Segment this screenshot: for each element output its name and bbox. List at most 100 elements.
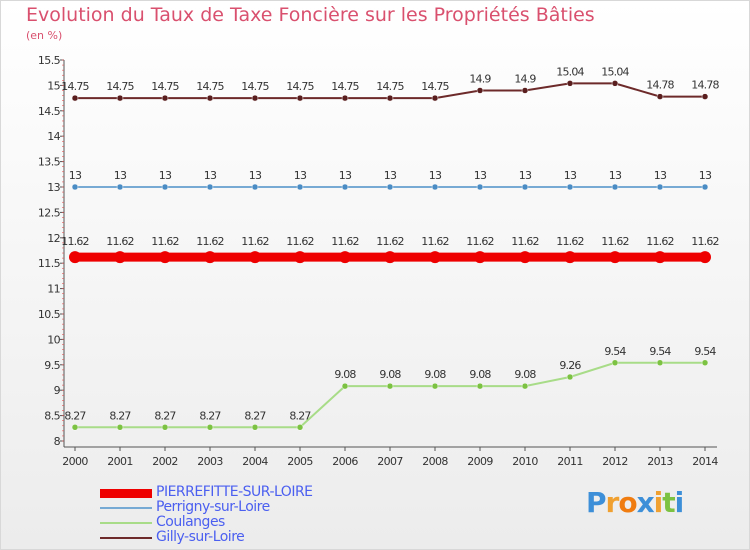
data-point-gilly-sur-loire: [251, 94, 259, 102]
data-label-pierrefitte-sur-loire: 11.62: [196, 235, 224, 248]
data-point-gilly-sur-loire: [656, 93, 664, 100]
data-label-perrigny-sur-loire: 13: [564, 169, 577, 182]
data-label-pierrefitte-sur-loire: 11.62: [241, 235, 269, 248]
data-label-gilly-sur-loire: 14.75: [421, 80, 449, 93]
logo-letter: o: [618, 486, 637, 519]
data-point-perrigny-sur-loire: [71, 183, 79, 191]
y-tick-label: 13.5: [38, 156, 61, 169]
data-label-coulanges: 9.26: [559, 359, 581, 372]
data-label-perrigny-sur-loire: 13: [429, 169, 442, 182]
x-tick-label: 2013: [647, 455, 673, 468]
data-label-perrigny-sur-loire: 13: [159, 169, 172, 182]
data-label-perrigny-sur-loire: 13: [609, 169, 622, 182]
data-point-perrigny-sur-loire: [656, 183, 664, 191]
data-point-perrigny-sur-loire: [341, 183, 349, 191]
chart-series: [69, 80, 711, 431]
data-point-coulanges: [476, 382, 484, 390]
logo-letter: r: [605, 486, 620, 519]
data-label-pierrefitte-sur-loire: 11.62: [421, 235, 449, 248]
y-tick-label: 10.5: [38, 308, 61, 321]
x-tick-label: 2006: [332, 455, 358, 468]
y-tick-label: 15: [47, 79, 60, 92]
x-tick-label: 2011: [557, 455, 583, 468]
chart-axes: 8 8.5 9 9.5 10 10.5 11 11.5 12 12.5 13 13.5 14 14.5 15…: [38, 54, 719, 468]
data-point-pierrefitte-sur-loire: [114, 251, 126, 264]
chart-title: Evolution du Taux de Taxe Foncière sur l…: [26, 4, 595, 26]
x-tick-label: 2000: [62, 455, 88, 468]
y-tick-label: 8: [54, 435, 61, 448]
data-label-pierrefitte-sur-loire: 11.62: [151, 235, 179, 248]
legend-swatch: [100, 507, 152, 509]
data-point-coulanges: [386, 382, 394, 390]
data-point-gilly-sur-loire: [206, 94, 214, 102]
y-tick-label: 11: [47, 283, 60, 296]
data-label-pierrefitte-sur-loire: 11.62: [376, 235, 404, 248]
data-label-perrigny-sur-loire: 13: [384, 169, 397, 182]
data-label-pierrefitte-sur-loire: 11.62: [646, 235, 674, 248]
data-label-perrigny-sur-loire: 13: [474, 169, 487, 182]
y-tick-label: 9: [54, 384, 61, 397]
legend-swatch: [100, 489, 152, 498]
data-point-coulanges: [116, 424, 124, 431]
data-point-coulanges: [161, 424, 169, 431]
data-point-coulanges: [251, 424, 259, 431]
data-label-gilly-sur-loire: 14.75: [106, 80, 134, 93]
data-label-coulanges: 9.08: [379, 368, 401, 381]
x-tick-label: 2009: [467, 455, 493, 468]
x-tick-label: 2004: [242, 455, 268, 468]
data-label-gilly-sur-loire: 14.78: [646, 79, 674, 92]
data-point-gilly-sur-loire: [296, 94, 304, 102]
data-label-gilly-sur-loire: 14.75: [61, 80, 89, 93]
data-point-coulanges: [341, 382, 349, 390]
data-point-gilly-sur-loire: [341, 94, 349, 102]
data-point-coulanges: [296, 424, 304, 431]
x-tick-label: 2010: [512, 455, 538, 468]
data-point-perrigny-sur-loire: [296, 183, 304, 191]
data-point-pierrefitte-sur-loire: [294, 251, 306, 264]
logo-letter: i: [653, 486, 664, 519]
data-label-gilly-sur-loire: 14.78: [691, 79, 719, 92]
y-tick-label: 12: [47, 232, 60, 245]
data-point-pierrefitte-sur-loire: [519, 251, 531, 264]
data-point-coulanges: [431, 382, 439, 390]
legend-swatch: [100, 537, 152, 539]
y-tick-label: 14: [47, 130, 60, 143]
data-label-gilly-sur-loire: 14.75: [286, 80, 314, 93]
data-label-coulanges: 9.08: [334, 368, 356, 381]
data-label-coulanges: 8.27: [64, 409, 86, 422]
y-tick-label: 14.5: [38, 105, 61, 118]
data-point-gilly-sur-loire: [116, 94, 124, 102]
data-label-pierrefitte-sur-loire: 11.62: [331, 235, 359, 248]
data-label-pierrefitte-sur-loire: 11.62: [691, 235, 719, 248]
x-tick-label: 2002: [152, 455, 178, 468]
data-label-perrigny-sur-loire: 13: [339, 169, 352, 182]
data-point-gilly-sur-loire: [521, 87, 529, 94]
data-point-pierrefitte-sur-loire: [429, 251, 441, 264]
data-label-gilly-sur-loire: 14.75: [241, 80, 269, 93]
data-point-perrigny-sur-loire: [521, 183, 529, 191]
x-tick-label: 2005: [287, 455, 313, 468]
y-tick-label: 13: [47, 181, 60, 194]
data-label-pierrefitte-sur-loire: 11.62: [106, 235, 134, 248]
data-label-gilly-sur-loire: 14.9: [514, 72, 536, 85]
data-point-pierrefitte-sur-loire: [699, 251, 711, 264]
data-label-coulanges: 9.08: [469, 368, 491, 381]
data-point-coulanges: [566, 373, 574, 381]
data-label-gilly-sur-loire: 14.9: [469, 72, 491, 85]
x-tick-label: 2008: [422, 455, 448, 468]
data-point-pierrefitte-sur-loire: [609, 251, 621, 264]
data-label-pierrefitte-sur-loire: 11.62: [511, 235, 539, 248]
data-label-perrigny-sur-loire: 13: [69, 169, 82, 182]
data-point-pierrefitte-sur-loire: [249, 251, 261, 264]
data-point-perrigny-sur-loire: [566, 183, 574, 191]
data-point-pierrefitte-sur-loire: [204, 251, 216, 264]
data-label-pierrefitte-sur-loire: 11.62: [556, 235, 584, 248]
data-point-gilly-sur-loire: [566, 80, 574, 87]
data-label-coulanges: 9.08: [514, 368, 536, 381]
data-point-gilly-sur-loire: [701, 93, 709, 100]
data-label-gilly-sur-loire: 14.75: [376, 80, 404, 93]
data-point-pierrefitte-sur-loire: [159, 251, 171, 264]
data-label-coulanges: 9.08: [424, 368, 446, 381]
